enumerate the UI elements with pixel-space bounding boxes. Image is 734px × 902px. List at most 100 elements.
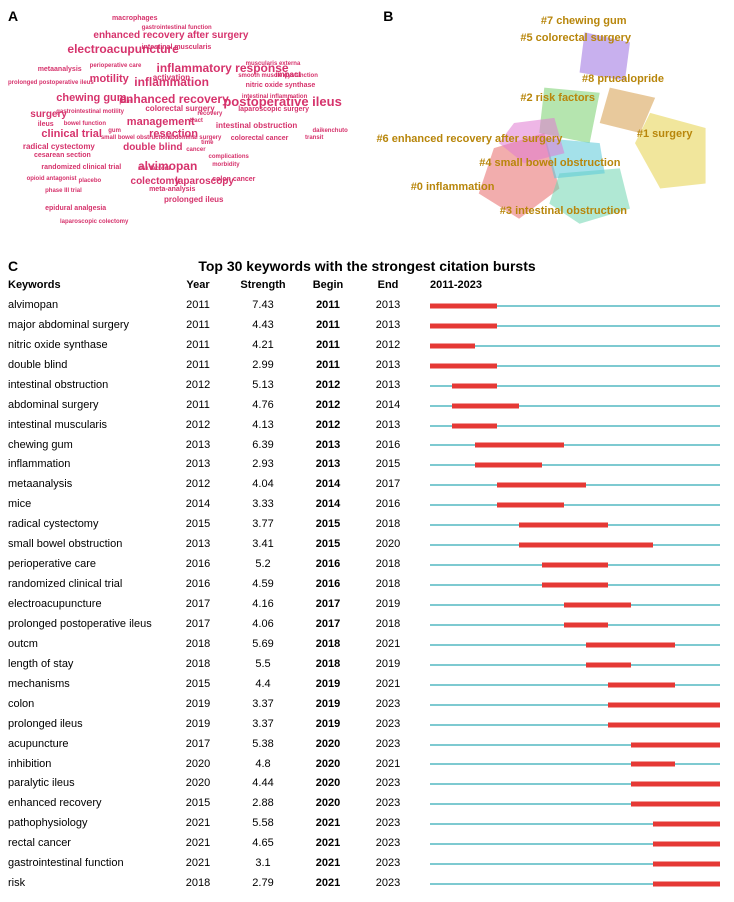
cell-year: 2011 [168,318,228,334]
cell-end: 2013 [358,418,418,434]
timeline-burst [452,383,497,388]
cell-begin: 2020 [298,737,358,753]
wc-term: cesarean section [34,152,91,159]
cell-end: 2023 [358,697,418,713]
timeline-burst [653,862,720,867]
cell-keyword: metaanalysis [8,477,168,493]
cell-begin: 2018 [298,637,358,653]
timeline [430,720,720,730]
wc-term: gastrointestinal motility [56,109,124,115]
cell-strength: 7.43 [228,298,298,314]
wc-term: management [127,116,195,128]
cell-keyword: colon [8,697,168,713]
timeline [430,460,720,470]
cell-timeline [418,859,726,869]
cell-strength: 3.41 [228,537,298,553]
wc-term: gastrointestinal function [142,25,212,31]
cell-end: 2016 [358,438,418,454]
cell-keyword: length of stay [8,657,168,673]
wc-term: double blind [123,142,182,153]
timeline-burst [430,363,497,368]
cell-end: 2023 [358,776,418,792]
cell-begin: 2014 [298,477,358,493]
burst-row: risk20182.7920212023 [8,874,726,894]
wc-term: opioid antagonist [27,176,77,182]
cluster-label: #7 chewing gum [541,15,627,27]
cell-strength: 2.99 [228,358,298,374]
timeline-burst [653,822,720,827]
timeline [430,540,720,550]
wc-term: transit [305,135,323,141]
cell-timeline [418,600,726,610]
cell-timeline [418,660,726,670]
timeline-burst [631,782,720,787]
wc-term: intestinal obstruction [216,121,297,130]
timeline [430,440,720,450]
cluster-label: #4 small bowel obstruction [479,157,620,169]
timeline-burst [631,802,720,807]
top-row: A postoperative ileusinflammatory respon… [8,8,726,248]
timeline-burst [631,742,720,747]
timeline [430,600,720,610]
cell-keyword: alvimopan [8,298,168,314]
burst-header: Keywords Year Strength Begin End 2011-20… [8,276,726,296]
timeline [430,341,720,351]
cell-timeline [418,839,726,849]
timeline-burst [519,523,608,528]
wc-term: radical cystectomy [23,142,95,151]
cell-end: 2021 [358,677,418,693]
cell-end: 2019 [358,597,418,613]
cell-timeline [418,879,726,889]
burst-row: acupuncture20175.3820202023 [8,735,726,755]
timeline [430,401,720,411]
cluster-label: #5 colorectal surgery [520,32,631,44]
cell-timeline [418,480,726,490]
cell-keyword: randomized clinical trial [8,577,168,593]
cell-year: 2014 [168,497,228,513]
cell-end: 2023 [358,856,418,872]
timeline-base [430,464,720,466]
cell-begin: 2021 [298,816,358,832]
cell-timeline [418,540,726,550]
cell-strength: 3.77 [228,517,298,533]
cell-begin: 2015 [298,537,358,553]
cell-timeline [418,321,726,331]
wc-term: randomized clinical trial [41,164,121,171]
cell-end: 2014 [358,398,418,414]
cell-strength: 4.65 [228,836,298,852]
cell-begin: 2019 [298,677,358,693]
wc-term: pain [119,99,131,105]
cell-year: 2019 [168,697,228,713]
cell-end: 2021 [358,757,418,773]
cell-begin: 2019 [298,697,358,713]
cell-strength: 4.8 [228,757,298,773]
cell-year: 2021 [168,816,228,832]
cell-keyword: perioperative care [8,557,168,573]
cell-begin: 2012 [298,378,358,394]
hdr-year: Year [168,278,228,294]
cell-year: 2021 [168,856,228,872]
cell-keyword: intestinal muscularis [8,418,168,434]
wc-term: tract [190,118,203,124]
cell-year: 2019 [168,717,228,733]
burst-row: radical cystectomy20153.7720152018 [8,515,726,535]
cluster-label: #1 surgery [637,128,693,140]
cell-year: 2016 [168,557,228,573]
timeline [430,640,720,650]
burst-row: inflammation20132.9320132015 [8,455,726,475]
cell-end: 2015 [358,457,418,473]
cell-begin: 2020 [298,796,358,812]
cell-timeline [418,779,726,789]
cell-strength: 4.16 [228,597,298,613]
timeline-base [430,504,720,506]
cell-timeline [418,381,726,391]
burst-row: chewing gum20136.3920132016 [8,436,726,456]
wc-term: clinical trial [41,128,102,140]
cell-strength: 5.69 [228,637,298,653]
burst-row: double blind20112.9920112013 [8,356,726,376]
cell-timeline [418,759,726,769]
cell-year: 2015 [168,517,228,533]
cell-begin: 2013 [298,457,358,473]
cell-keyword: prolonged postoperative ileus [8,617,168,633]
cell-end: 2021 [358,637,418,653]
